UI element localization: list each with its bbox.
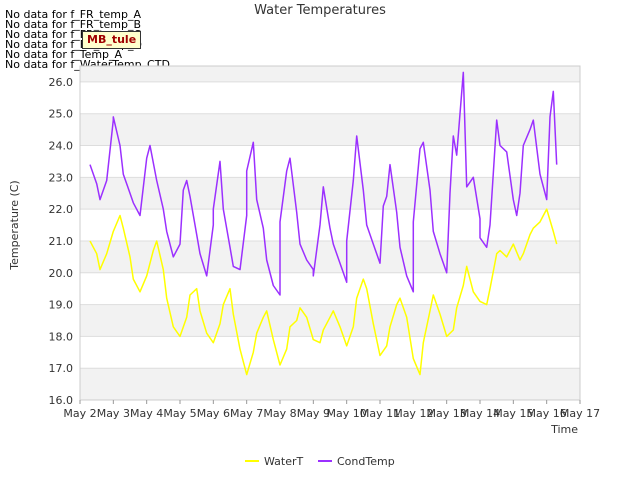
y-tick-label: 24.0 — [49, 140, 74, 153]
x-tick-label: May 17 — [560, 407, 600, 420]
y-tick-label: 21.0 — [49, 235, 74, 248]
x-tick-label: May 12 — [393, 407, 433, 420]
y-tick-label: 20.0 — [49, 267, 74, 280]
y-tick-label: 25.0 — [49, 108, 74, 121]
x-tick-label: May 8 — [263, 407, 296, 420]
x-tick-label: May 11 — [360, 407, 400, 420]
x-tick-label: May 3 — [97, 407, 130, 420]
x-tick-label: May 2 — [63, 407, 96, 420]
legend: WaterT CondTemp — [245, 455, 395, 468]
legend-label: CondTemp — [337, 455, 395, 468]
no-data-message: No data for f_FR_temp_A — [5, 8, 141, 21]
x-tick-label: May 10 — [327, 407, 367, 420]
legend-label: WaterT — [264, 455, 304, 468]
plot-band — [80, 113, 580, 146]
y-tick-label: 23.0 — [49, 171, 74, 184]
chart-title: Water Temperatures — [254, 3, 386, 18]
x-tick-label: May 16 — [527, 407, 567, 420]
x-tick-label: May 15 — [493, 407, 533, 420]
plot-band — [80, 304, 580, 337]
y-tick-label: 19.0 — [49, 299, 74, 312]
no-data-message: No data for f_Temp_A — [5, 48, 123, 61]
x-tick-label: May 14 — [460, 407, 500, 420]
y-tick-label: 26.0 — [49, 76, 74, 89]
y-axis-label: Temperature (C) — [8, 180, 21, 270]
series-line-watert — [89, 208, 558, 376]
plot-band — [80, 368, 580, 400]
x-tick-label: May 13 — [427, 407, 467, 420]
plot-frame — [79, 65, 581, 401]
no-data-message: No data for f_FR_temp_B — [5, 18, 142, 31]
plot-band — [80, 177, 580, 210]
plot-band — [80, 66, 580, 82]
y-tick-label: 22.0 — [49, 203, 74, 216]
x-tick-label: May 4 — [130, 407, 163, 420]
x-tick-label: May 5 — [163, 407, 196, 420]
x-axis-label: Time — [550, 423, 578, 436]
x-tick-label: May 6 — [197, 407, 230, 420]
y-tick-label: 18.0 — [49, 330, 74, 343]
site-badge: MB_tule — [82, 31, 142, 49]
y-tick-label: 16.0 — [49, 394, 74, 407]
x-tick-label: May 7 — [230, 407, 263, 420]
series-line-condtemp — [89, 71, 558, 296]
x-tick-label: May 9 — [297, 407, 330, 420]
y-tick-label: 17.0 — [49, 362, 74, 375]
